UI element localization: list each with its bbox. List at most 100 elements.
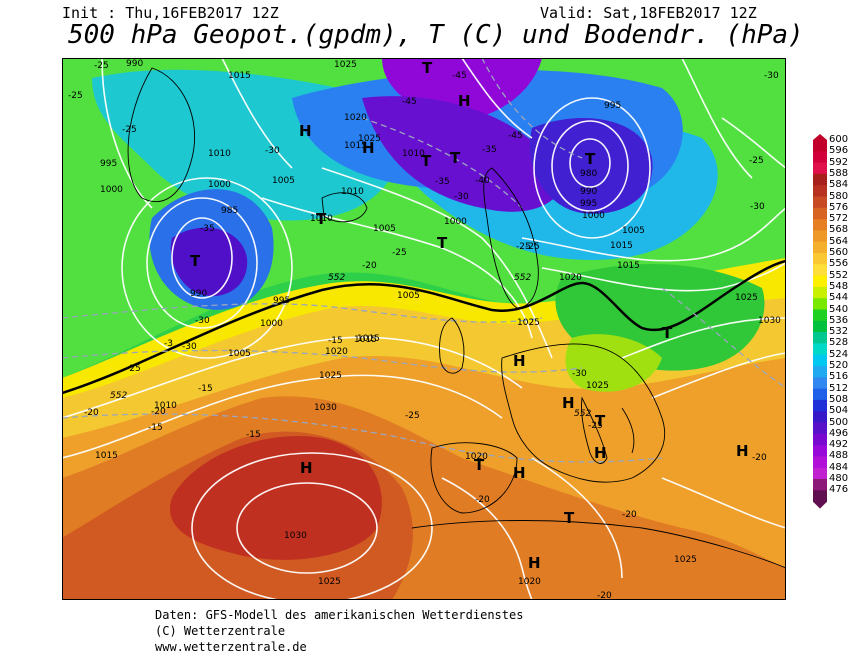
isobar	[533, 97, 651, 239]
legend-swatch	[813, 173, 827, 186]
temperature-label: -30	[454, 192, 469, 202]
temperature-line	[481, 58, 583, 159]
isobar-label: 1000	[260, 319, 283, 329]
isobar	[62, 374, 503, 459]
isobar	[521, 207, 786, 262]
temperature-label: -15	[246, 430, 261, 440]
low-pressure-marker: T	[662, 324, 673, 342]
temperature-label: -25	[405, 411, 420, 421]
isobar-label: 1015	[228, 71, 251, 81]
legend-label: 556	[829, 258, 849, 270]
low-markers: T T T T T T T T T T T	[190, 59, 673, 527]
high-pressure-marker: H	[513, 464, 526, 482]
temperature-label: -25	[122, 125, 137, 135]
coastline-europe	[501, 343, 666, 483]
temperature-label: -25	[749, 156, 764, 166]
legend-swatch	[813, 343, 827, 356]
temperature-label: -30	[182, 342, 197, 352]
isobar-label: 1025	[358, 134, 381, 144]
isobar	[171, 217, 233, 299]
isobar-label: 1030	[284, 531, 307, 541]
footer-url: www.wetterzentrale.de	[155, 640, 307, 654]
legend-swatch	[813, 207, 827, 220]
legend-swatch	[813, 151, 827, 164]
geopot-label: 552	[328, 273, 345, 283]
coastline-iceland	[321, 192, 368, 223]
legend-swatch	[813, 479, 827, 491]
isobar-label: 1010	[341, 187, 364, 197]
isobar-label: 1005	[373, 224, 396, 234]
isobars	[62, 58, 786, 600]
pressure-labels: 990 1015 1010 1015 1020 1025 1000 1005 9…	[95, 59, 781, 587]
legend-top-arrow	[813, 134, 827, 140]
temperature-isolines	[62, 58, 786, 463]
geopot-label: 552	[574, 409, 591, 419]
isobar-label: 1015	[354, 335, 377, 345]
weather-map: H H H H H H H H H H T T T T T T T T T T …	[62, 58, 786, 600]
high-pressure-marker: H	[362, 139, 375, 157]
isobar-label: 1025	[586, 381, 609, 391]
isobar	[661, 477, 786, 529]
coastline-iberia	[430, 442, 518, 514]
legend-label: 512	[829, 382, 849, 394]
footer-source: Daten: GFS-Modell des amerikanischen Wet…	[155, 608, 524, 622]
isobar	[441, 477, 533, 600]
legend-swatch	[813, 196, 827, 209]
legend-swatch	[813, 286, 827, 299]
temperature-label: -30	[572, 369, 587, 379]
legend-swatch	[813, 275, 827, 288]
legend-swatch	[813, 377, 827, 390]
isobar-label: 1010	[310, 214, 333, 224]
legend-swatch	[813, 366, 827, 378]
coastline-greenland	[127, 67, 196, 202]
coastline-africa	[411, 520, 786, 569]
legend-swatch	[813, 185, 827, 197]
high-pressure-marker: H	[300, 459, 313, 477]
isobar	[121, 177, 293, 359]
legend-label: 520	[829, 360, 849, 371]
temperature-label: -15	[198, 384, 213, 394]
coastline-scandinavia	[483, 167, 539, 309]
isobar-label: 1000	[444, 217, 467, 227]
chart-title: 500 hPa Geopot.(gpdm), T (C) und Bodendr…	[68, 20, 804, 50]
low-pressure-marker: T	[190, 252, 201, 270]
legend-label: 524	[829, 348, 849, 360]
map-frame	[62, 58, 786, 600]
temperature-label: -35	[482, 145, 497, 155]
legend-label: 548	[829, 280, 849, 292]
legend-label: 596	[829, 145, 849, 157]
high-pressure-marker: H	[458, 92, 471, 110]
temperature-label: -25	[525, 242, 540, 252]
temperature-label: -20	[362, 261, 377, 271]
legend-swatch	[813, 241, 827, 254]
isobar-label: 1020	[344, 113, 367, 123]
temperature-line	[62, 413, 663, 463]
isobar-label: 995	[273, 296, 290, 306]
legend-swatch	[813, 354, 827, 367]
isobar	[236, 482, 378, 574]
temperature-label: -25	[68, 91, 83, 101]
isobar	[62, 336, 523, 419]
isobar	[541, 262, 786, 292]
isobar-label: 1005	[622, 226, 645, 236]
temperature-label: -20	[151, 407, 166, 417]
init-time: Init : Thu,16FEB2017 12Z	[62, 4, 279, 22]
legend-label: 536	[829, 314, 849, 326]
temperature-labels: -25 -25 -25 -35 -30 -45 -45 -45 -40 -35 …	[68, 61, 779, 600]
field-purple-north	[362, 96, 562, 212]
low-pressure-marker: T	[437, 234, 448, 252]
temperature-label: -35	[200, 224, 215, 234]
coastlines	[127, 67, 786, 569]
legend-label: 496	[829, 427, 849, 439]
legend-swatch	[813, 162, 827, 175]
legend-swatch	[813, 467, 827, 480]
high-markers: H H H H H H H H H H	[299, 92, 749, 572]
isobar-label: 1015	[610, 241, 633, 251]
coastline-uk	[439, 317, 465, 374]
temperature-label: -20	[84, 408, 99, 418]
temperature-label: -20	[597, 591, 612, 600]
temperature-label: -30	[195, 316, 210, 326]
temperature-label: -30	[265, 146, 280, 156]
isobar-label: 1000	[100, 185, 123, 195]
isobar-label: 1025	[735, 293, 758, 303]
